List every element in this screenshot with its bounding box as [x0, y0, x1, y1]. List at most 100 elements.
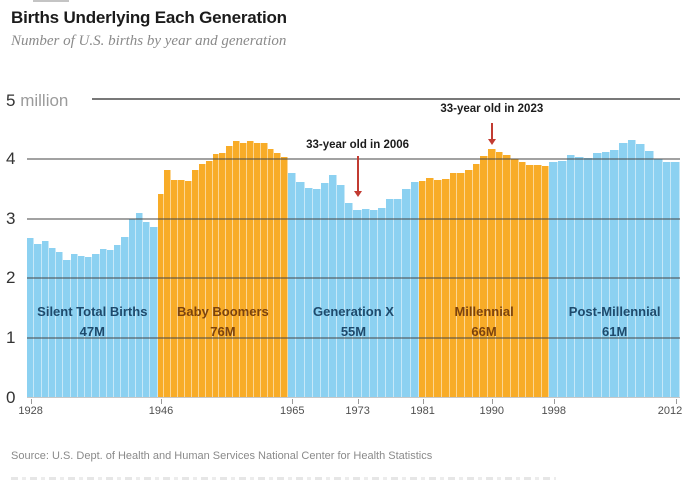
bar-1955	[219, 152, 227, 398]
x-tick-1998	[554, 399, 555, 404]
bar-1966	[296, 182, 305, 398]
bar-2003	[592, 153, 602, 398]
bar-2008	[636, 143, 646, 398]
bar-1994	[518, 161, 527, 398]
generation-block-baby-boomers: Baby Boomers 76M	[157, 99, 289, 398]
bar-2012	[671, 161, 680, 398]
bar-1997	[541, 165, 550, 398]
y-axis-top-value: 5	[6, 91, 16, 110]
bar-1972	[345, 203, 354, 398]
y-axis-top-label: 5 million	[6, 91, 68, 111]
bar-1952	[198, 164, 206, 398]
bar-1970	[328, 174, 338, 398]
bar-1932	[56, 252, 64, 398]
bar-1942	[128, 219, 136, 398]
bar-1967	[304, 187, 313, 398]
bar-1960	[253, 143, 261, 398]
generation-name: Generation X	[313, 304, 394, 319]
y-tick-1: 1	[6, 328, 16, 348]
generation-label-baby-boomers: Baby Boomers 76M	[158, 302, 289, 342]
bar-1995	[526, 164, 535, 398]
bar-1936	[85, 256, 93, 398]
bar-1975	[369, 210, 378, 398]
chart-title: Births Underlying Each Generation	[11, 8, 287, 27]
y-tick-2: 2	[6, 268, 16, 288]
bar-1930	[41, 241, 49, 398]
bar-1999	[558, 161, 567, 398]
bar-1991	[495, 152, 504, 398]
bar-1981	[418, 180, 427, 398]
x-tick-2012	[676, 399, 677, 404]
bar-1947	[164, 169, 172, 398]
generation-name: Millennial	[454, 304, 514, 319]
y-tick-0: 0	[6, 388, 16, 407]
x-tick-label-1946: 1946	[148, 405, 174, 417]
bar-1979	[402, 189, 411, 398]
bar-1983	[434, 180, 442, 398]
x-tick-label-1928: 1928	[18, 405, 43, 417]
gridline-5-million	[92, 98, 680, 100]
generation-block-silent-total-births: Silent Total Births 47M	[27, 99, 158, 398]
bar-1973	[353, 210, 362, 398]
bar-2004	[601, 152, 611, 398]
bar-1969	[320, 182, 329, 398]
bar-1982	[426, 177, 435, 398]
x-tick-label-1965: 1965	[280, 405, 305, 417]
x-axis-baseline	[27, 397, 680, 398]
y-axis-unit: million	[20, 91, 69, 110]
bar-1965	[288, 173, 297, 398]
bar-1940	[114, 244, 122, 398]
x-tick-label-1998: 1998	[541, 405, 566, 417]
bar-1962	[267, 148, 275, 398]
bar-1968	[312, 188, 321, 398]
bar-2005	[610, 150, 619, 398]
cropped-text-below	[11, 477, 556, 480]
bar-1946	[157, 194, 165, 398]
bar-1978	[394, 198, 403, 398]
x-tick-1990	[492, 399, 493, 404]
x-tick-label-1973: 1973	[345, 405, 370, 417]
bar-1949	[178, 179, 186, 398]
bar-1943	[135, 212, 143, 398]
bar-1977	[386, 198, 395, 398]
bar-1953	[205, 161, 213, 398]
x-tick-label-1981: 1981	[410, 405, 435, 417]
generation-block-millennial: Millennial 66M	[418, 99, 550, 398]
bar-1928	[27, 238, 35, 398]
x-tick-1928	[31, 399, 32, 404]
bar-1998	[549, 162, 559, 398]
bar-1959	[246, 141, 254, 398]
generation-label-millennial: Millennial 66M	[419, 302, 550, 342]
bar-1971	[337, 185, 346, 398]
y-tick-3: 3	[6, 208, 16, 228]
generation-total: 55M	[340, 324, 367, 339]
x-tick-label-2012: 2012	[657, 405, 683, 417]
bar-1950	[185, 180, 192, 398]
chart-subtitle: Number of U.S. births by year and genera…	[11, 33, 287, 49]
generation-block-post-millennial: Post-Millennial 61M	[549, 99, 680, 398]
gridline-4-million	[27, 157, 680, 160]
bar-1933	[63, 259, 71, 398]
generation-name: Baby Boomers	[177, 304, 269, 319]
generation-total: 61M	[602, 324, 628, 339]
generation-label-post-millennial: Post-Millennial 61M	[549, 302, 680, 342]
x-tick-1965	[292, 399, 293, 404]
bar-1944	[143, 222, 151, 398]
bar-1989	[480, 156, 488, 398]
bar-1988	[472, 164, 481, 398]
generation-name: Silent Total Births	[37, 304, 148, 319]
generation-label-silent-total-births: Silent Total Births 47M	[27, 302, 158, 342]
generation-total: 76M	[210, 324, 236, 339]
bar-1931	[48, 247, 56, 398]
bar-chart: 5 million Silent Total Births 47M Baby Boo…	[6, 91, 683, 417]
gridline-1-million	[27, 337, 680, 340]
bar-1986	[457, 173, 465, 398]
bar-1954	[212, 154, 220, 398]
bar-1939	[106, 250, 114, 398]
x-tick-1946	[161, 399, 162, 404]
bar-2000	[566, 155, 576, 398]
bar-1984	[441, 178, 450, 398]
bar-1980	[410, 182, 419, 398]
bar-1976	[377, 208, 387, 398]
